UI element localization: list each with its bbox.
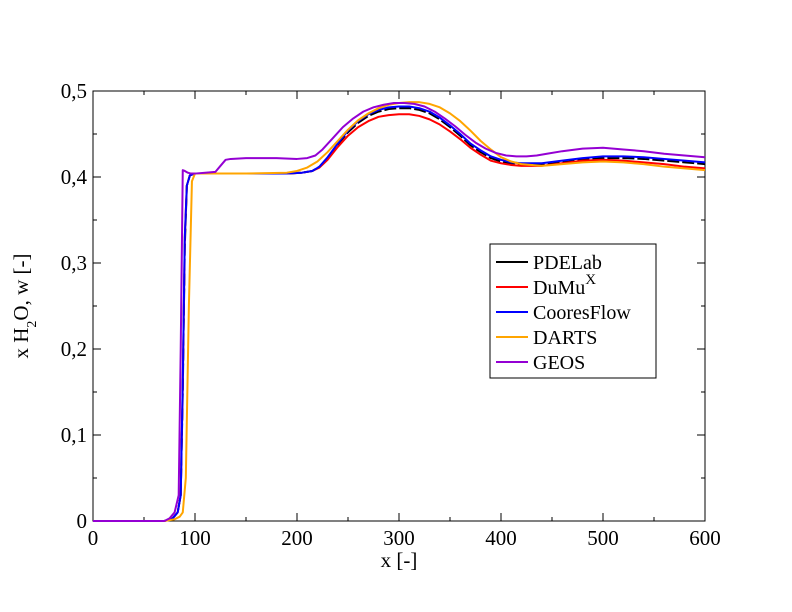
series-line-cooresflow — [93, 105, 706, 522]
y-tick-label: 0,1 — [61, 423, 87, 447]
y-tick-label: 0,4 — [61, 165, 88, 189]
y-tick-label: 0 — [77, 509, 88, 533]
x-tick-label: 500 — [587, 526, 619, 550]
x-tick-label: 100 — [179, 526, 211, 550]
legend-label: PDELab — [533, 252, 602, 274]
series-line-geos — [93, 102, 706, 522]
x-axis-title: x [-] — [381, 548, 418, 572]
x-tick-label: 300 — [383, 526, 415, 550]
legend-label: GEOS — [533, 352, 585, 374]
axis-ticks: 0 100 200 300 400 500 600 0 0,1 0,2 0,3 0,4 0,5 — [61, 79, 721, 550]
legend-label: DARTS — [533, 327, 597, 349]
x-tick-label: 0 — [88, 526, 99, 550]
y-tick-label: 0,3 — [61, 251, 87, 275]
legend-label: CooresFlow — [533, 302, 631, 324]
y-axis-title: x H2O, w [-] — [9, 254, 40, 359]
x-tick-label: 200 — [281, 526, 313, 550]
y-tick-label: 0,5 — [61, 79, 87, 103]
x-tick-label: 600 — [689, 526, 721, 550]
series-layer — [93, 101, 706, 522]
legend-label: DuMuX — [533, 272, 596, 299]
y-tick-label: 0,2 — [61, 337, 87, 361]
x-tick-label: 400 — [485, 526, 517, 550]
